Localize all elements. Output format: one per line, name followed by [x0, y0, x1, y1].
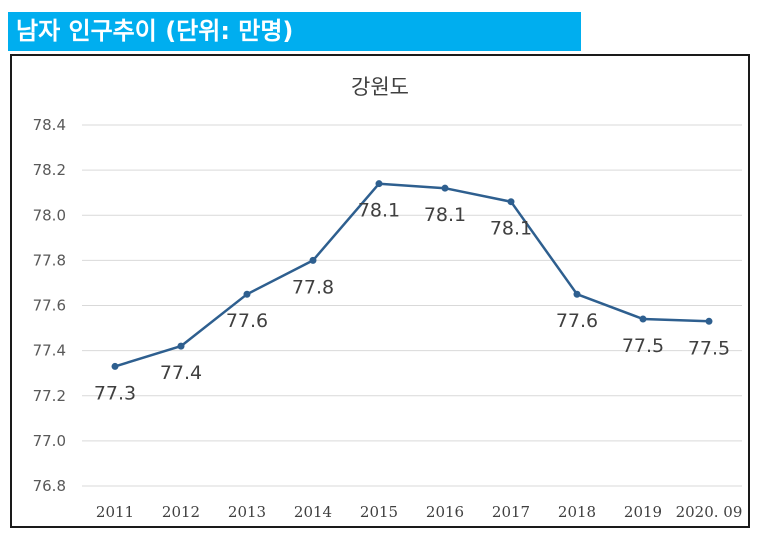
- x-tick-label: 2016: [426, 503, 464, 521]
- x-tick-label: 2012: [162, 503, 200, 521]
- data-point: [639, 315, 647, 323]
- data-point: [177, 342, 185, 350]
- data-label: 77.3: [94, 382, 136, 404]
- chart-title: 강원도: [351, 75, 409, 99]
- data-label: 77.6: [556, 310, 598, 332]
- data-point: [243, 290, 251, 298]
- y-tick-label: 78.2: [33, 161, 66, 179]
- chart-frame: [10, 54, 750, 528]
- series-line: [114, 182, 710, 368]
- data-label: 77.6: [226, 310, 268, 332]
- y-tick-label: 77.0: [33, 432, 66, 450]
- data-label: 78.1: [358, 200, 400, 222]
- x-tick-label: 2015: [360, 503, 398, 521]
- y-tick-label: 77.4: [33, 342, 66, 360]
- y-tick-label: 77.6: [33, 297, 66, 315]
- y-tick-label: 77.8: [33, 251, 66, 269]
- x-tick-label: 2017: [492, 503, 530, 521]
- x-tick-label: 2013: [228, 503, 266, 521]
- data-point: [573, 290, 581, 298]
- data-point: [375, 180, 383, 188]
- x-tick-label: 2011: [96, 503, 134, 521]
- data-point: [507, 198, 515, 206]
- data-label: 78.1: [424, 204, 466, 226]
- data-point: [705, 317, 713, 325]
- x-tick-label: 2020. 09: [676, 503, 743, 521]
- data-label: 77.5: [622, 335, 664, 357]
- y-tick-label: 77.2: [33, 387, 66, 405]
- data-label: 77.5: [688, 337, 730, 359]
- y-tick-label: 78.4: [33, 116, 66, 134]
- x-tick-label: 2019: [624, 503, 662, 521]
- data-point: [441, 184, 449, 192]
- y-tick-label: 78.0: [33, 206, 66, 224]
- y-tick-label: 76.8: [33, 477, 66, 495]
- data-label: 78.1: [490, 218, 532, 240]
- x-tick-label: 2014: [294, 503, 332, 521]
- data-label: 77.4: [160, 362, 202, 384]
- data-point: [309, 256, 317, 264]
- chart-banner-title: 남자 인구추이 (단위: 만명): [8, 12, 581, 51]
- x-tick-label: 2018: [558, 503, 596, 521]
- data-point: [111, 362, 119, 370]
- data-label: 77.8: [292, 276, 334, 298]
